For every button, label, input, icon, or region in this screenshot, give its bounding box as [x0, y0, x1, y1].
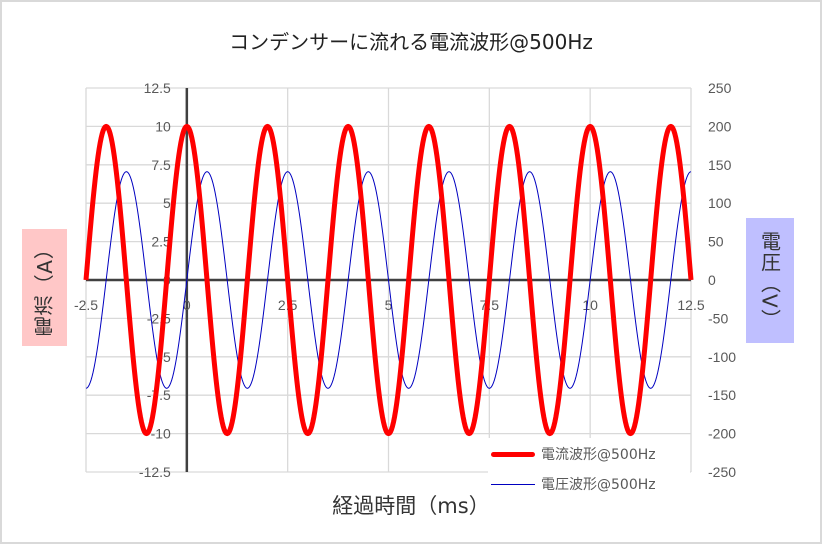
x-tick-label: 5 [385, 297, 393, 313]
tick-labels: 12.5107.552.50-2.5-5-7.5-10-12.525020015… [74, 80, 736, 480]
y-left-tick-label: 2.5 [151, 234, 171, 250]
y-right-tick-label: 250 [708, 80, 732, 96]
y-left-tick-label: 10 [155, 118, 171, 134]
right-axis-title-text: 電圧（V） [757, 231, 782, 330]
current-series-line [83, 123, 694, 437]
legend-item-current: 電流波形@500Hz [488, 444, 656, 464]
legend: 電流波形@500Hz 電圧波形@500Hz [488, 438, 690, 496]
legend-label-current: 電流波形@500Hz [541, 447, 656, 463]
y-left-tick-label: 12.5 [144, 80, 171, 96]
chart-title: コンデンサーに流れる電流波形@500Hz [229, 30, 593, 54]
x-tick-label: 12.5 [677, 297, 704, 313]
y-left-tick-label: -10 [151, 426, 171, 442]
x-axis-title: 経過時間（ms） [332, 494, 490, 518]
legend-item-voltage: 電圧波形@500Hz [488, 474, 656, 494]
y-right-tick-label: 0 [708, 272, 716, 288]
x-tick-label: -2.5 [74, 297, 98, 313]
voltage-line-swatch-icon [491, 483, 535, 485]
y-right-tick-label: -250 [708, 464, 736, 480]
y-right-tick-label: -200 [708, 426, 736, 442]
x-tick-label: 10 [582, 297, 598, 313]
y-right-tick-label: -150 [708, 387, 736, 403]
y-right-tick-label: 50 [708, 234, 724, 250]
y-right-tick-label: 100 [708, 195, 732, 211]
left-axis-title: 電流（A） [22, 229, 67, 346]
y-right-tick-label: 150 [708, 157, 732, 173]
legend-label-voltage: 電圧波形@500Hz [541, 477, 656, 493]
current-line-swatch-icon [491, 451, 535, 457]
x-tick-label: 0 [183, 297, 191, 313]
y-right-tick-label: 200 [708, 118, 732, 134]
y-left-tick-label: 7.5 [151, 157, 171, 173]
right-axis-title: 電圧（V） [746, 218, 794, 343]
y-right-tick-label: -50 [708, 310, 728, 326]
y-right-tick-label: -100 [708, 349, 736, 365]
y-left-tick-label: -12.5 [139, 464, 171, 480]
voltage-series-line [85, 171, 692, 389]
y-left-tick-label: 5 [163, 195, 171, 211]
left-axis-title-text: 電流（A） [33, 238, 57, 337]
